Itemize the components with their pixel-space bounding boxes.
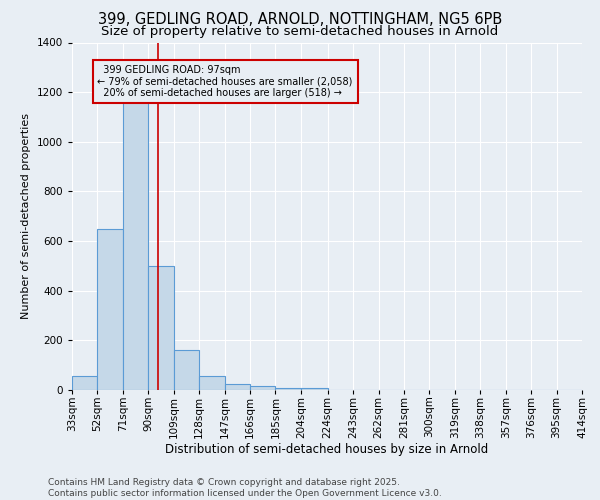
Bar	[301, 388, 328, 390]
Bar	[72, 376, 97, 390]
Bar	[97, 228, 123, 390]
Text: Contains HM Land Registry data © Crown copyright and database right 2025.
Contai: Contains HM Land Registry data © Crown c…	[48, 478, 442, 498]
Bar	[250, 386, 275, 390]
Text: 399 GEDLING ROAD: 97sqm
← 79% of semi-detached houses are smaller (2,058)
  20% : 399 GEDLING ROAD: 97sqm ← 79% of semi-de…	[97, 65, 353, 98]
Bar	[174, 350, 199, 390]
Y-axis label: Number of semi-detached properties: Number of semi-detached properties	[21, 114, 31, 320]
Text: Size of property relative to semi-detached houses in Arnold: Size of property relative to semi-detach…	[101, 25, 499, 38]
X-axis label: Distribution of semi-detached houses by size in Arnold: Distribution of semi-detached houses by …	[166, 443, 488, 456]
Bar	[275, 388, 301, 390]
Bar	[224, 384, 250, 390]
Bar	[148, 266, 174, 390]
Text: 399, GEDLING ROAD, ARNOLD, NOTTINGHAM, NG5 6PB: 399, GEDLING ROAD, ARNOLD, NOTTINGHAM, N…	[98, 12, 502, 28]
Bar	[123, 102, 148, 390]
Bar	[199, 376, 224, 390]
